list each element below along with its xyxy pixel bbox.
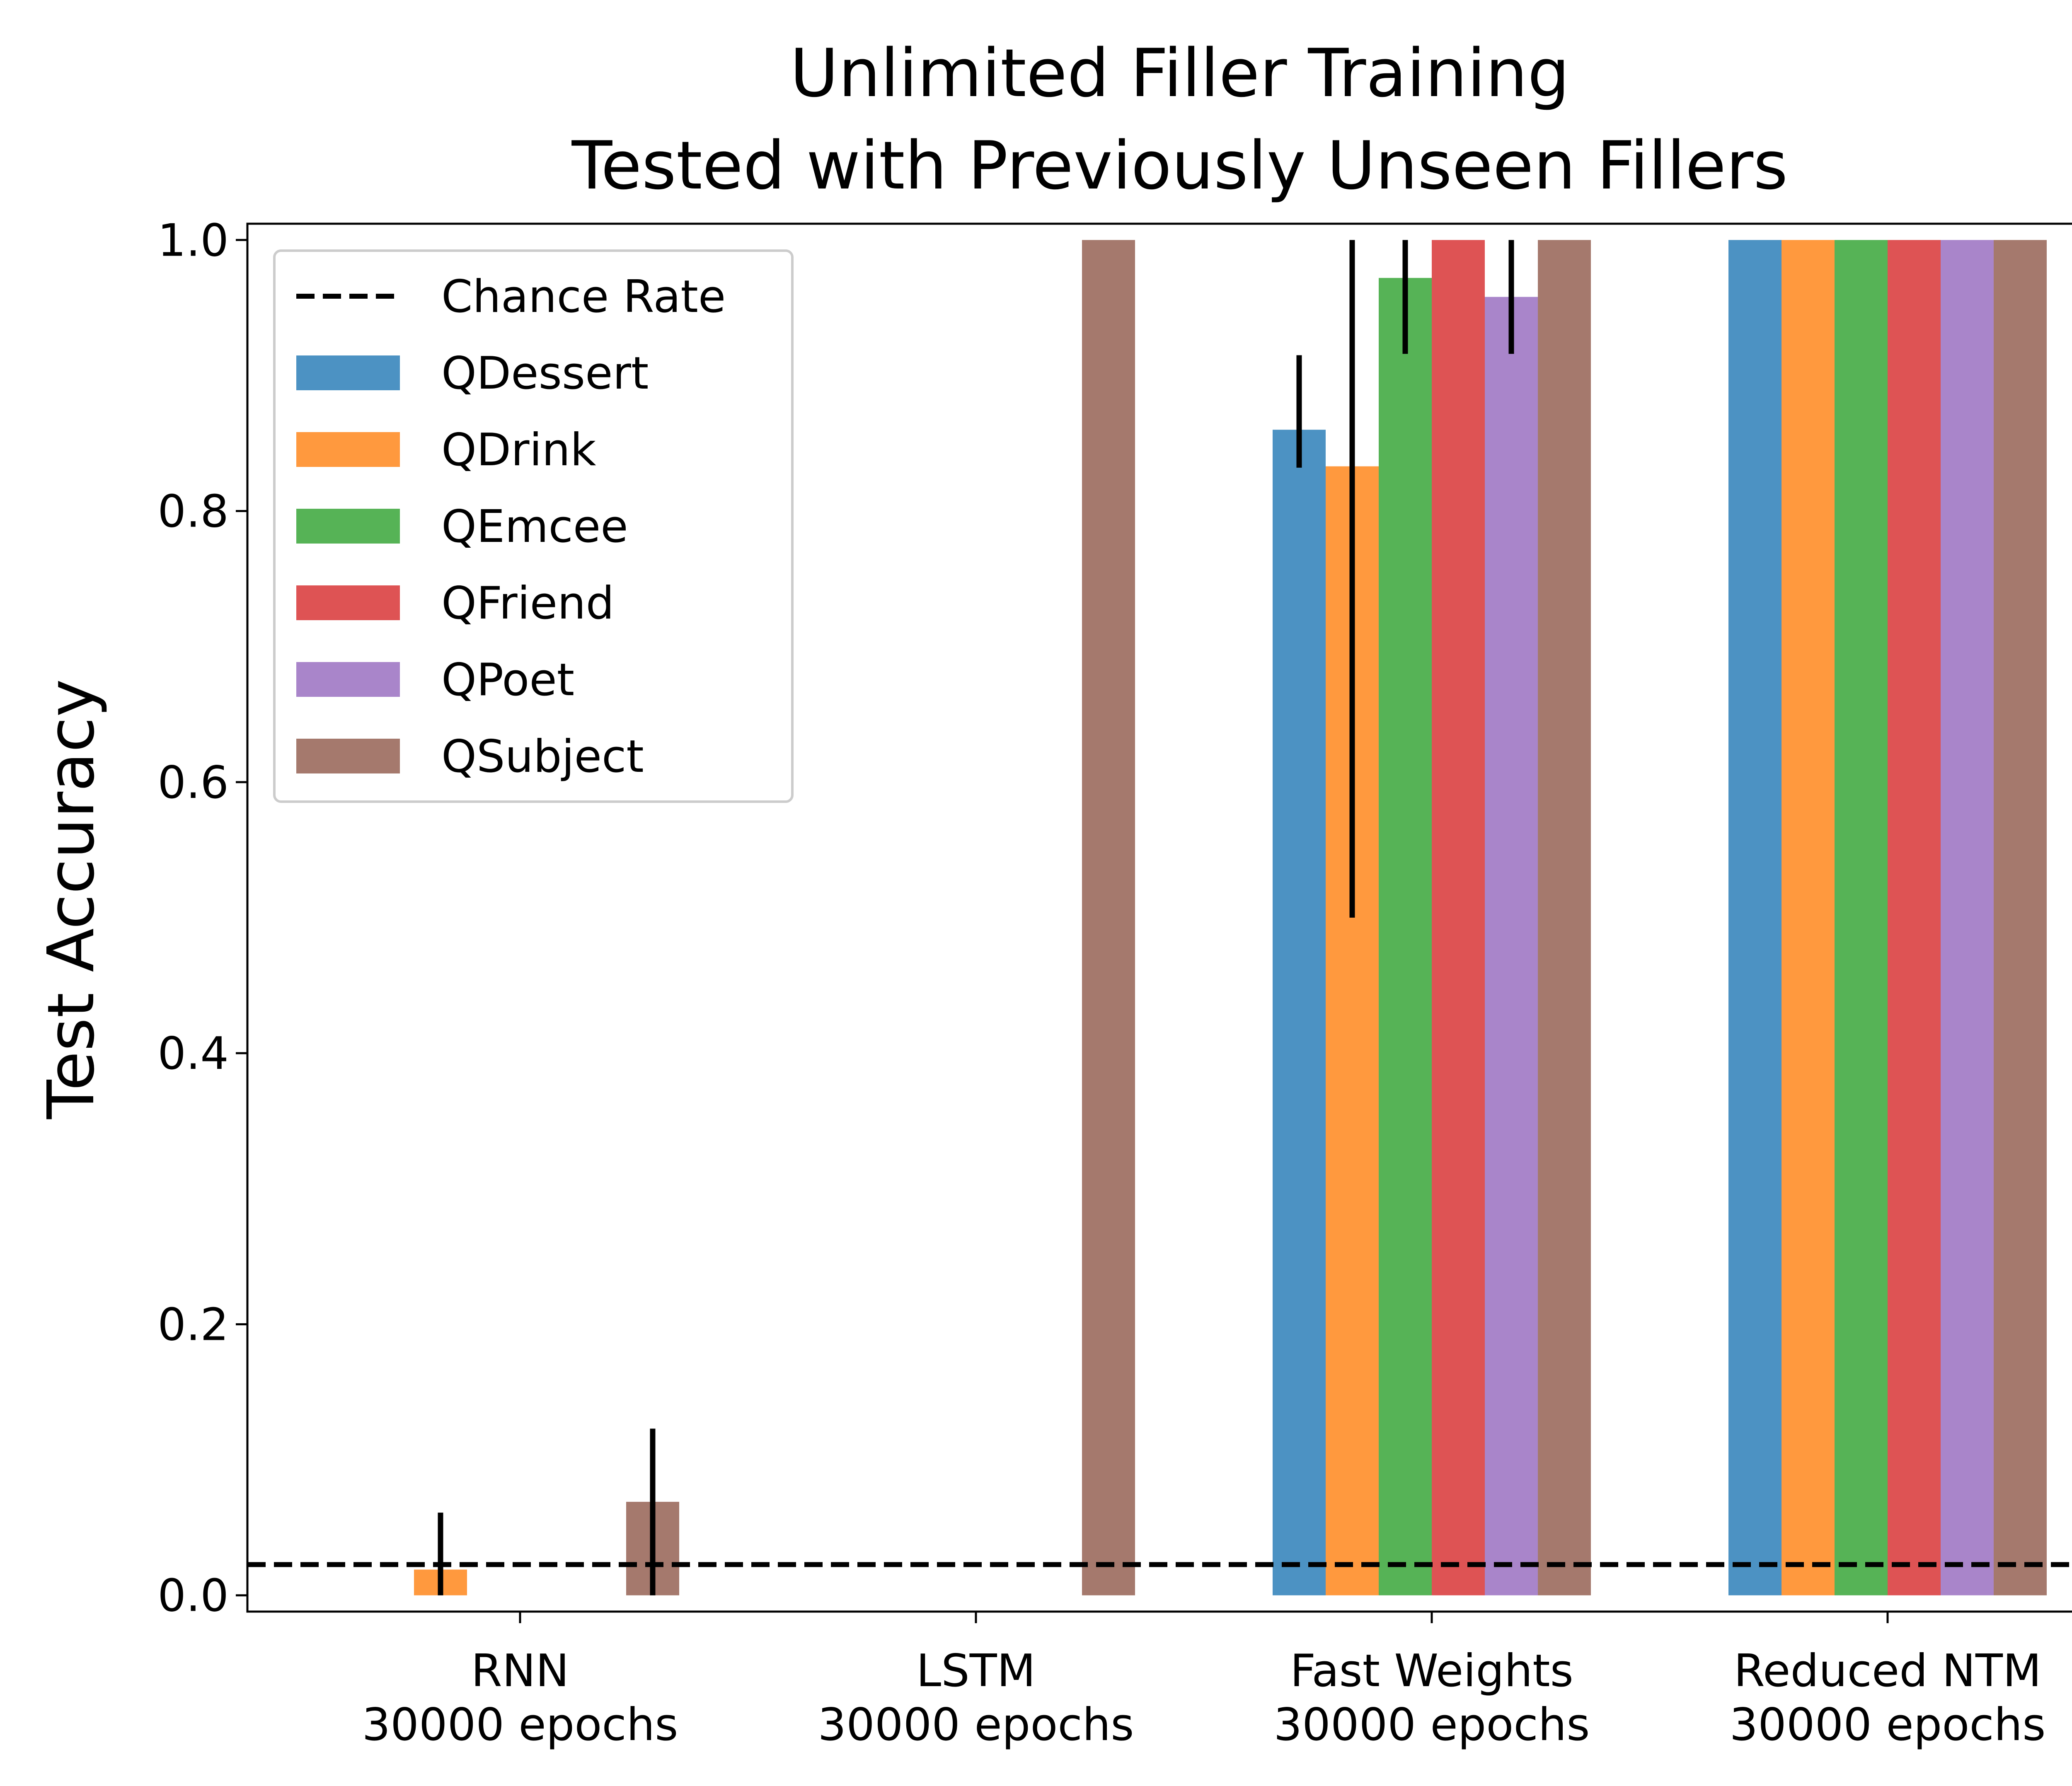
x-tick-label-0-line-1: RNN [471,1645,569,1697]
bar-qpoet-3 [1941,240,1994,1595]
x-tick-label-2-line-1: Fast Weights [1290,1645,1573,1697]
legend-swatch-qsubject [296,739,400,773]
y-tick-label-2: 0.4 [157,1028,229,1080]
x-tick-label-3-line-1: Reduced NTM [1734,1645,2041,1697]
legend-label-qfriend: QFriend [441,578,614,629]
bar-qsubject-2 [1538,240,1591,1595]
chart-title: Unlimited Filler Training Tested with Pr… [571,34,1788,204]
bar-qpoet-2 [1485,297,1538,1595]
legend: Chance Rate QDessert QDrink QEmcee QFriend QP… [273,249,794,803]
x-tick-label-2-line-2: 30000 epochs [1273,1699,1590,1751]
legend-swatch-qfriend [296,585,400,620]
chart-title-line-1: Unlimited Filler Training [790,34,1569,112]
bar-qsubject-3 [1994,240,2047,1595]
x-tick-label-1-line-2: 30000 epochs [818,1699,1134,1751]
y-axis-label: Test Accuracy [34,679,109,1119]
bar-qfriend-2 [1432,240,1485,1595]
bar-qdrink-3 [1782,240,1835,1595]
legend-label-qemcee: QEmcee [441,501,628,553]
y-tick-label-3: 0.6 [157,757,229,809]
x-tick-label-3-line-2: 30000 epochs [1729,1699,2045,1751]
y-tick-label-4: 0.8 [157,486,229,538]
bar-qemcee-3 [1835,240,1888,1595]
legend-swatch-qemcee [296,509,400,544]
chart-title-line-2: Tested with Previously Unseen Fillers [571,127,1788,204]
legend-label-qsubject: QSubject [441,731,644,783]
bar-qdessert-3 [1728,240,1782,1595]
x-tick-label-1-line-1: LSTM [916,1645,1036,1697]
plot-frame [246,222,2072,1613]
legend-swatch-qpoet [296,662,400,697]
legend-swatch-qdessert [296,355,400,390]
bar-qsubject-1 [1082,240,1135,1595]
y-tick-label-1: 0.2 [157,1299,229,1351]
legend-swatch-qdrink [296,432,400,467]
bar-qdessert-2 [1273,430,1326,1595]
plot-marks [247,240,2072,1595]
legend-box [273,249,794,803]
bar-qfriend-3 [1888,240,1941,1595]
legend-label-qdessert: QDessert [441,348,649,399]
legend-label-qpoet: QPoet [441,654,574,706]
y-tick-label-5: 1.0 [157,215,229,266]
legend-label-qdrink: QDrink [441,424,596,476]
y-tick-label-0: 0.0 [157,1570,229,1622]
legend-label-chance-rate: Chance Rate [441,271,726,323]
bar-qemcee-2 [1379,278,1432,1595]
x-tick-label-0-line-2: 30000 epochs [362,1699,678,1751]
